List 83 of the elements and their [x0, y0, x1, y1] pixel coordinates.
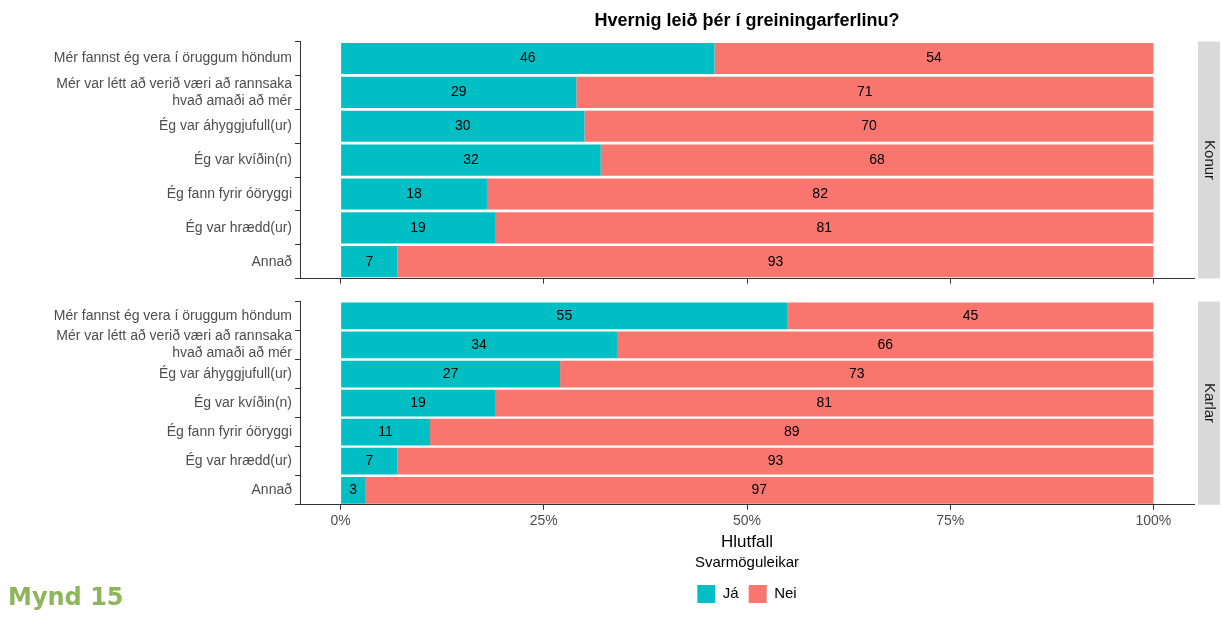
legend-title: Svarmöguleikar [694, 552, 800, 570]
y-tick-label: Ég var áhyggjufull(ur) [158, 364, 292, 381]
bar [341, 110, 585, 142]
chart-title: Hvernig leið þér í greiningarferlinu? [594, 9, 900, 30]
y-tick-label: Ég fann fyrir óöryggi [166, 184, 292, 201]
x-tick-label: 50% [732, 512, 762, 529]
legend-label: Nei [774, 584, 797, 602]
bar [341, 76, 577, 108]
bar [584, 110, 1154, 142]
data-label: 19 [410, 218, 427, 235]
bar [341, 178, 487, 210]
data-label: 73 [848, 364, 865, 381]
data-label: 89 [783, 423, 800, 440]
y-tick-label: Ég var hrædd(ur) [185, 218, 292, 235]
data-label: 45 [962, 306, 979, 323]
bar [430, 418, 1154, 446]
y-tick-label: Mér fannst ég vera í öruggum höndum [53, 306, 292, 323]
bar [341, 246, 398, 278]
data-label: 30 [455, 117, 471, 134]
bar [495, 389, 1154, 417]
bar [616, 331, 1154, 359]
data-label: 81 [816, 393, 833, 410]
data-label: 29 [450, 83, 467, 100]
data-label: 82 [812, 184, 829, 201]
y-tick-label: Ég var hrædd(ur) [185, 452, 292, 469]
data-label: 93 [767, 252, 784, 269]
bar [576, 76, 1154, 108]
bar [714, 42, 1154, 75]
bar [341, 42, 715, 75]
y-tick-label: Ég var kvíðin(n) [193, 393, 292, 410]
bar [341, 360, 561, 388]
bar [341, 212, 496, 244]
data-label: 46 [520, 49, 536, 66]
data-label: 71 [857, 83, 873, 100]
y-tick-label: Ég var áhyggjufull(ur) [158, 117, 292, 134]
y-tick-label: Mér var létt að verið væri að rannsaka hvað amaði að mér [56, 74, 293, 108]
y-tick-label: Ég fann fyrir óöryggi [166, 423, 292, 440]
text: Mynd 15 [8, 583, 124, 611]
data-label: 3 [349, 481, 358, 498]
bar [495, 212, 1154, 244]
data-label: 11 [378, 423, 394, 440]
bar [560, 360, 1154, 388]
data-label: 34 [471, 335, 488, 352]
x-tick-label: 75% [936, 512, 965, 529]
bar [341, 447, 398, 475]
y-tick-label: Mér fannst ég vera í öruggum höndum [53, 49, 292, 66]
bar [341, 302, 788, 330]
data-label: 66 [877, 335, 894, 352]
bar [341, 476, 366, 504]
data-label: 70 [861, 117, 877, 134]
bar [341, 144, 601, 176]
data-label: 7 [365, 452, 374, 469]
data-label: 7 [365, 252, 374, 269]
data-label: 32 [463, 150, 479, 167]
data-label: 55 [556, 306, 573, 323]
data-label: 18 [406, 184, 423, 201]
data-label: 19 [410, 393, 427, 410]
x-tick-label: 100% [1135, 512, 1172, 529]
data-label: 27 [442, 364, 459, 381]
y2-axis-title: Konur [1201, 140, 1219, 181]
data-label: 54 [926, 49, 942, 66]
bar [397, 447, 1154, 475]
x-tick-label: 0% [330, 512, 351, 529]
bar [397, 246, 1154, 278]
data-label: 93 [767, 452, 784, 469]
bar [600, 144, 1154, 176]
bar [341, 418, 431, 446]
y-tick-label: Mér var létt að verið væri að rannsaka hvað amaði að mér [56, 327, 293, 361]
x-axis-title: Hlutfall [721, 532, 773, 552]
bar [486, 178, 1154, 210]
y2-axis-title: Karlar [1201, 383, 1219, 424]
data-label: 68 [869, 150, 886, 167]
bar [341, 389, 496, 417]
bar [341, 331, 617, 359]
data-label: 97 [751, 481, 768, 498]
y-tick-label: Annað [251, 252, 293, 269]
bar [365, 476, 1154, 504]
bar [787, 302, 1154, 330]
data-label: 81 [816, 218, 833, 235]
y-tick-label: Annað [251, 481, 293, 498]
legend-label: Já [722, 584, 740, 602]
x-tick-label: 25% [529, 512, 558, 529]
y-tick-label: Ég var kvíðin(n) [193, 150, 292, 167]
